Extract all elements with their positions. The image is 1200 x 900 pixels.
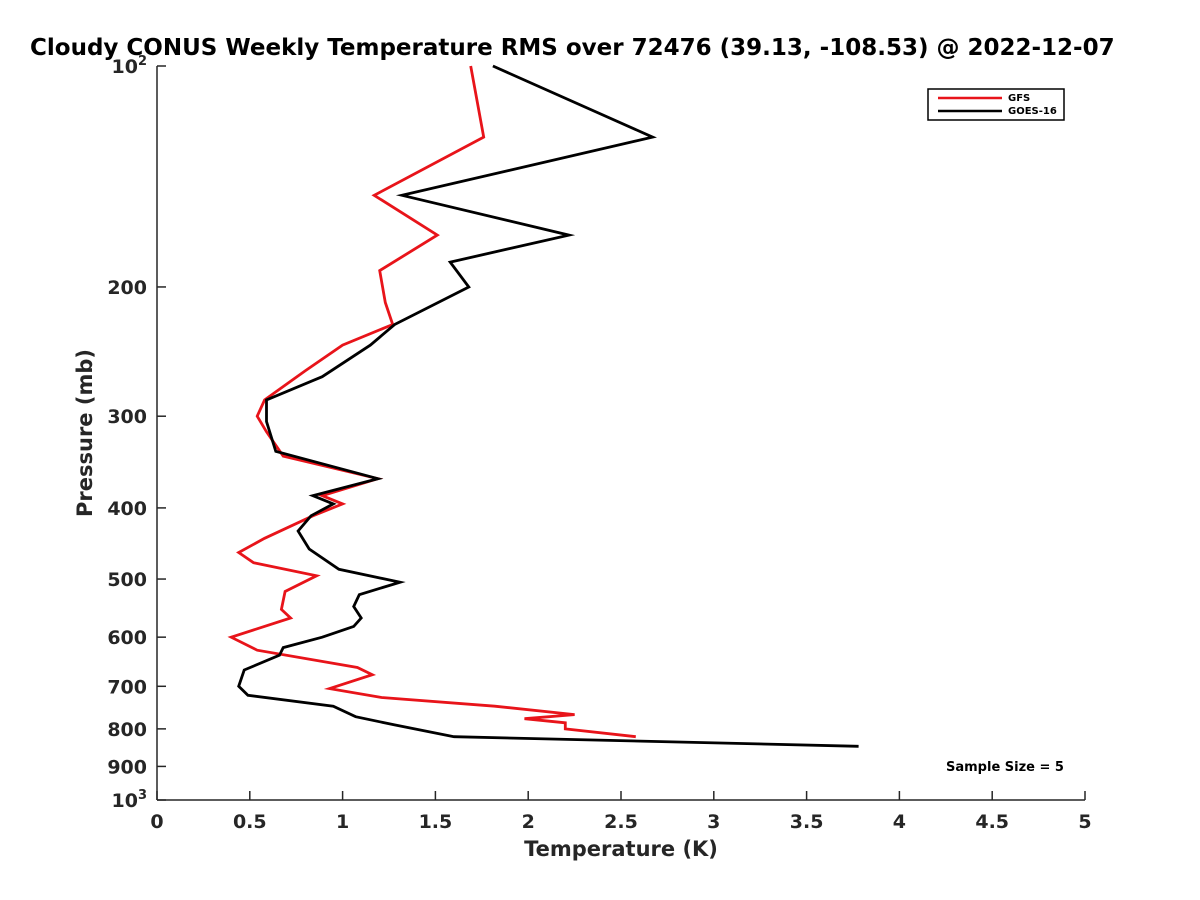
series-line-goes16 <box>237 64 859 748</box>
x-tick-label: 5 <box>1078 811 1091 833</box>
x-axis-ticks: 0 0.5 1 1.5 2 2.5 3 3.5 4 4.5 5 <box>150 791 1092 833</box>
y-tick-label: 800 <box>107 719 147 741</box>
legend-label-goes16: GOES-16 <box>1008 106 1057 117</box>
legend-box <box>927 88 1065 121</box>
x-tick-label: 4.5 <box>975 811 1009 833</box>
axes <box>156 66 1085 801</box>
x-axis-label: Temperature (K) <box>524 837 718 861</box>
legend: GFS GOES-16 <box>927 88 1065 121</box>
y-tick-label: 700 <box>107 676 147 698</box>
y-tick-label: 400 <box>107 498 147 520</box>
x-tick-label: 3.5 <box>790 811 824 833</box>
sample-size-annotation: Sample Size = 5 <box>946 760 1064 775</box>
x-tick-label: 1.5 <box>419 811 453 833</box>
x-tick-label: 0 <box>150 811 163 833</box>
y-tick-label: 300 <box>107 406 147 428</box>
series-line-gfs <box>227 65 636 739</box>
series-group <box>227 64 859 748</box>
y-tick-label: 103 <box>112 788 148 812</box>
x-tick-label: 0.5 <box>233 811 267 833</box>
y-tick-label: 600 <box>107 627 147 649</box>
y-tick-label: 200 <box>107 277 147 299</box>
y-tick-label: 102 <box>112 54 148 78</box>
x-tick-label: 2 <box>522 811 535 833</box>
y-tick-label: 500 <box>107 569 147 591</box>
x-tick-label: 1 <box>336 811 349 833</box>
legend-label-gfs: GFS <box>1008 93 1030 104</box>
x-tick-label: 2.5 <box>604 811 638 833</box>
y-tick-label: 900 <box>107 756 147 778</box>
y-axis-label: Pressure (mb) <box>73 349 97 517</box>
x-tick-label: 4 <box>893 811 906 833</box>
x-tick-label: 3 <box>707 811 720 833</box>
y-axis-ticks: 102 200 300 400 500 600 700 800 900 103 <box>107 54 166 812</box>
chart-title: Cloudy CONUS Weekly Temperature RMS over… <box>30 35 1115 61</box>
